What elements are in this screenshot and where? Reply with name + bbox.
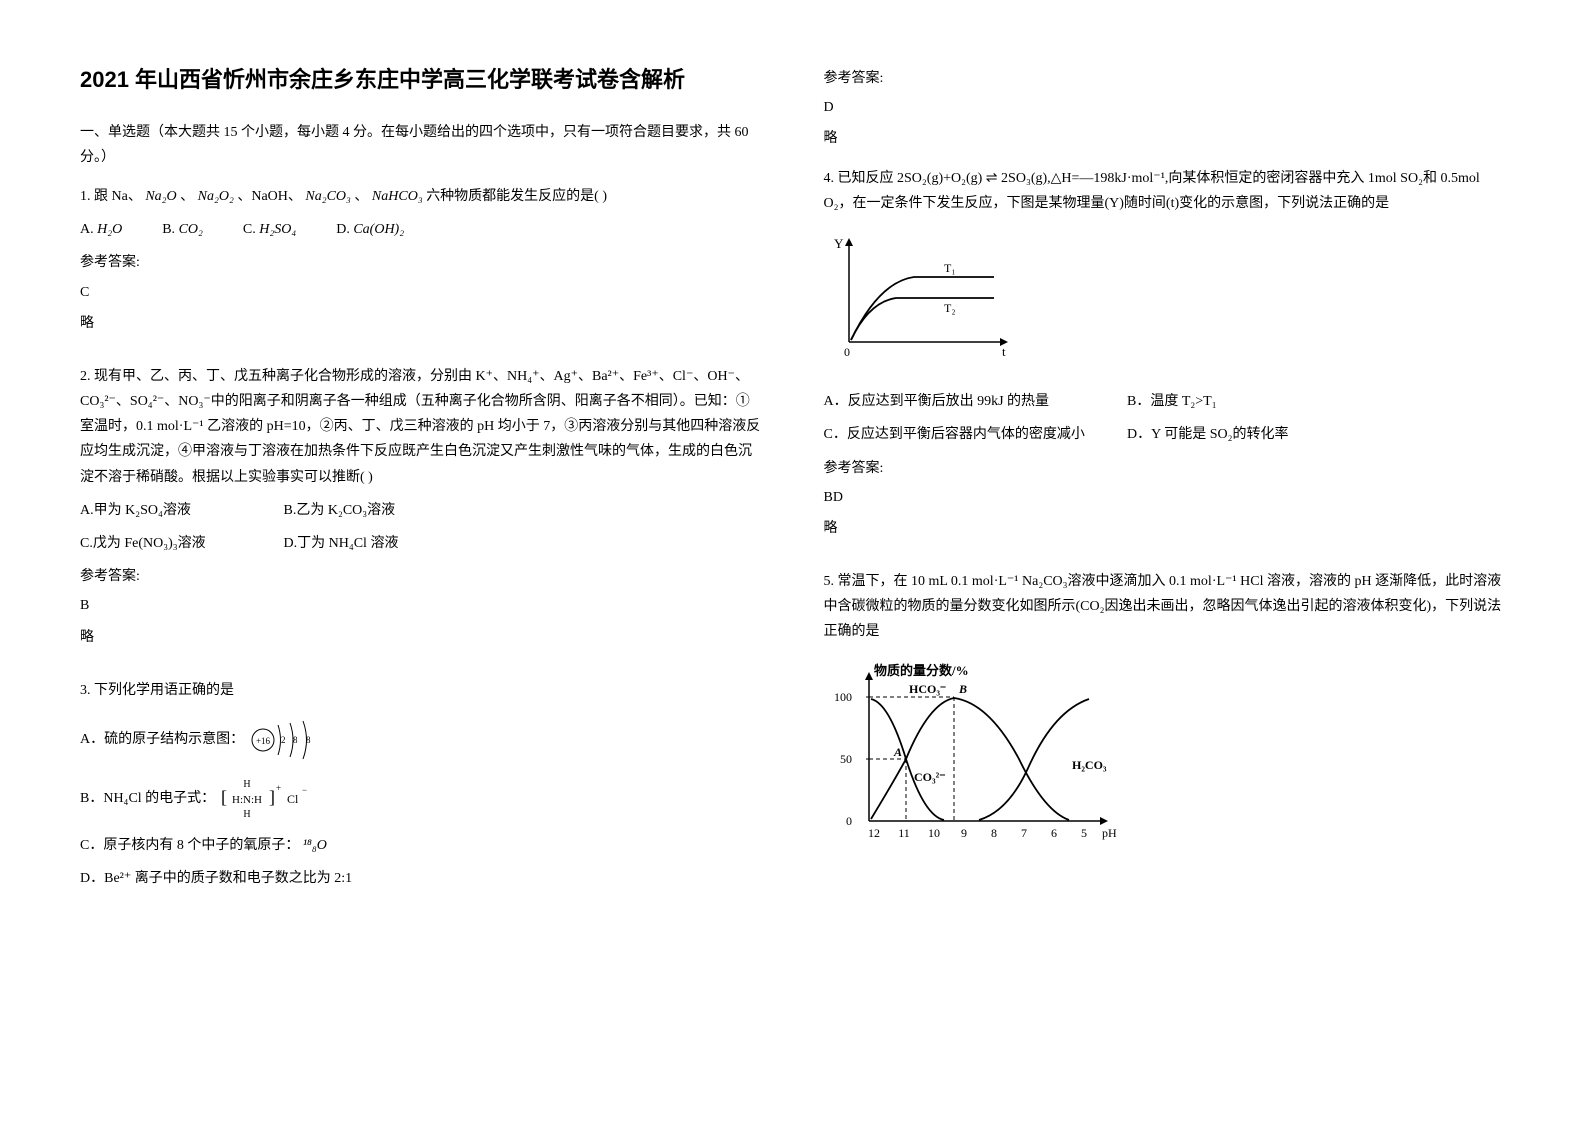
q1-na2o2: Na₂O₂ (198, 189, 234, 204)
svg-text:0: 0 (846, 814, 852, 828)
svg-text:B: B (958, 682, 967, 696)
svg-text:+: + (276, 783, 281, 793)
q1-answer-label: 参考答案: (80, 250, 764, 275)
q2-options-row1: A.甲为 K₂SO₄溶液 B.乙为 K₂CO₃溶液 (80, 498, 764, 523)
q1-note: 略 (80, 311, 764, 336)
q1-mid3: 、 (354, 189, 368, 204)
q4-answer: BD (824, 485, 1508, 510)
q4-optD: D．Y 可能是 SO₂的转化率 (1127, 427, 1288, 442)
question-1: 1. 跟 Na、 Na₂O 、 Na₂O₂ 、NaOH、 Na₂CO₃ 、 Na… (80, 184, 764, 350)
q1-optD: D. Ca(OH)₂ (336, 217, 404, 242)
svg-text:−: − (302, 785, 307, 795)
svg-text:12: 12 (868, 826, 880, 840)
question-3: 3. 下列化学用语正确的是 A．硫的原子结构示意图： +16 2 8 8 B．N… (80, 678, 764, 900)
svg-text:10: 10 (928, 826, 940, 840)
electron-formula-icon: [ H H:N:H H ] + Cl − (219, 777, 319, 821)
q2-optC: C.戊为 Fe(NO₃)₃溶液 (80, 531, 280, 556)
q1-nahco3: NaHCO₃ (372, 189, 423, 204)
q3-answer: D (824, 95, 1508, 120)
q5-chart: 100 50 0 12 11 10 9 8 7 6 5 pH 物质的量分数/% (824, 661, 1124, 851)
svg-text:H: H (243, 809, 250, 820)
q2-optD: D.丁为 NH₄Cl 溶液 (284, 536, 399, 551)
q1-optC: C. H₂SO₄ (243, 217, 296, 242)
q3-optC-row: C．原子核内有 8 个中子的氧原子： ¹⁸₈O (80, 833, 764, 858)
svg-text:8: 8 (293, 735, 298, 745)
svg-text:8: 8 (991, 826, 997, 840)
svg-text:HCO₃⁻: HCO₃⁻ (909, 682, 946, 696)
q1-optA: A. H₂O (80, 217, 122, 242)
svg-text:A: A (893, 745, 902, 759)
question-3-text: 3. 下列化学用语正确的是 (80, 678, 764, 703)
exam-title: 2021 年山西省忻州市余庄乡东庄中学高三化学联考试卷含解析 (80, 60, 764, 100)
q4-options-row1: A．反应达到平衡后放出 99kJ 的热量 B．温度 T₂>T₁ (824, 389, 1508, 414)
right-column: 参考答案: D 略 4. 已知反应 2SO₂(g)+O₂(g) ⇌ 2SO₃(g… (824, 60, 1508, 1062)
q3-optD: D．Be²⁺ 离子中的质子数和电子数之比为 2:1 (80, 866, 764, 891)
question-1-text: 1. 跟 Na、 Na₂O 、 Na₂O₂ 、NaOH、 Na₂CO₃ 、 Na… (80, 184, 764, 209)
q1-suffix: 六种物质都能发生反应的是( ) (426, 189, 607, 204)
q4-optC: C．反应达到平衡后容器内气体的密度减小 (824, 422, 1124, 447)
q3-optA-row: A．硫的原子结构示意图： +16 2 8 8 (80, 715, 764, 765)
q2-note: 略 (80, 625, 764, 650)
svg-text:+16: +16 (256, 736, 271, 746)
q4-chart: Y t 0 T₁ T₂ (824, 232, 1024, 362)
svg-text:5: 5 (1081, 826, 1087, 840)
q3-optC: C．原子核内有 8 个中子的氧原子： (80, 838, 299, 853)
svg-text:8: 8 (306, 735, 311, 745)
q4-optB: B．温度 T₂>T₁ (1127, 394, 1217, 409)
q1-prefix: 1. 跟 Na、 (80, 189, 142, 204)
atom-structure-icon: +16 2 8 8 (248, 715, 318, 765)
question-4: 4. 已知反应 2SO₂(g)+O₂(g) ⇌ 2SO₃(g),△H=—198k… (824, 166, 1508, 556)
question-5-text: 5. 常温下，在 10 mL 0.1 mol·L⁻¹ Na₂CO₃溶液中逐滴加入… (824, 569, 1508, 645)
svg-text:0: 0 (844, 345, 850, 359)
svg-text:pH: pH (1102, 826, 1117, 840)
svg-text:t: t (1002, 344, 1006, 359)
svg-text:11: 11 (898, 826, 910, 840)
svg-text:6: 6 (1051, 826, 1057, 840)
svg-text:H:N:H: H:N:H (232, 794, 262, 806)
q2-options-row2: C.戊为 Fe(NO₃)₃溶液 D.丁为 NH₄Cl 溶液 (80, 531, 764, 556)
section-1-header: 一、单选题（本大题共 15 个小题，每小题 4 分。在每小题给出的四个选项中，只… (80, 120, 764, 170)
q1-mid1: 、 (180, 189, 194, 204)
svg-text:50: 50 (840, 752, 852, 766)
svg-text:Cl: Cl (287, 792, 299, 806)
q4-optA: A．反应达到平衡后放出 99kJ 的热量 (824, 389, 1124, 414)
q1-mid2: 、NaOH、 (237, 189, 302, 204)
svg-text:物质的量分数/%: 物质的量分数/% (874, 663, 969, 678)
svg-text:9: 9 (961, 826, 967, 840)
q3-optB-row: B．NH₄Cl 的电子式： [ H H:N:H H ] + Cl − (80, 777, 764, 821)
q2-answer: B (80, 593, 764, 618)
svg-text:2: 2 (281, 735, 286, 745)
svg-text:Y: Y (834, 236, 844, 251)
q1-answer: C (80, 280, 764, 305)
svg-text:100: 100 (834, 690, 852, 704)
q3-optA: A．硫的原子结构示意图： (80, 732, 244, 747)
q4-note: 略 (824, 516, 1508, 541)
q2-optA: A.甲为 K₂SO₄溶液 (80, 498, 280, 523)
svg-text:H₂CO₃: H₂CO₃ (1072, 758, 1107, 772)
q1-optB: B. CO₂ (162, 217, 203, 242)
svg-text:T₁: T₁ (944, 261, 956, 275)
q1-na2co3: Na₂CO₃ (305, 189, 351, 204)
question-4-text: 4. 已知反应 2SO₂(g)+O₂(g) ⇌ 2SO₃(g),△H=—198k… (824, 166, 1508, 216)
q1-na2o: Na₂O (145, 189, 176, 204)
q4-options-row2: C．反应达到平衡后容器内气体的密度减小 D．Y 可能是 SO₂的转化率 (824, 422, 1508, 447)
svg-text:CO₃²⁻: CO₃²⁻ (914, 770, 946, 784)
svg-text:7: 7 (1021, 826, 1027, 840)
q2-answer-label: 参考答案: (80, 564, 764, 589)
svg-text:T₂: T₂ (944, 301, 956, 315)
q3-note: 略 (824, 126, 1508, 151)
question-5: 5. 常温下，在 10 mL 0.1 mol·L⁻¹ Na₂CO₃溶液中逐滴加入… (824, 569, 1508, 870)
q2-optB: B.乙为 K₂CO₃溶液 (284, 503, 396, 518)
q3-answer-label: 参考答案: (824, 66, 1508, 91)
q3-o18: ¹⁸₈O (303, 838, 327, 853)
svg-text:[: [ (221, 787, 227, 807)
left-column: 2021 年山西省忻州市余庄乡东庄中学高三化学联考试卷含解析 一、单选题（本大题… (80, 60, 764, 1062)
q3-optB: B．NH₄Cl 的电子式： (80, 791, 215, 806)
svg-text:H: H (243, 779, 250, 790)
q1-options: A. H₂O B. CO₂ C. H₂SO₄ D. Ca(OH)₂ (80, 217, 764, 242)
question-2: 2. 现有甲、乙、丙、丁、戊五种离子化合物形成的溶液，分别由 K⁺、NH₄⁺、A… (80, 364, 764, 664)
q4-answer-label: 参考答案: (824, 456, 1508, 481)
svg-text:]: ] (269, 787, 275, 807)
question-2-text: 2. 现有甲、乙、丙、丁、戊五种离子化合物形成的溶液，分别由 K⁺、NH₄⁺、A… (80, 364, 764, 490)
